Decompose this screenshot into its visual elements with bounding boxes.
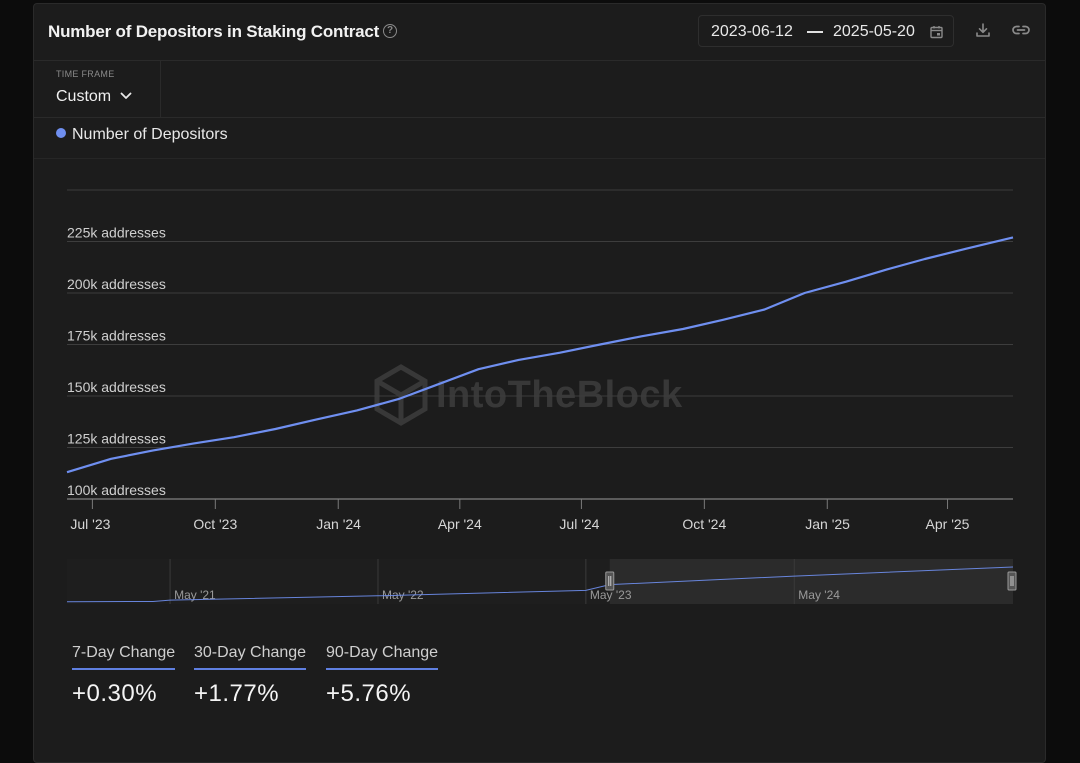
change-7d[interactable]: 7-Day Change +0.30%: [72, 644, 176, 708]
download-icon[interactable]: [975, 22, 991, 38]
y-tick-label: 150k addresses: [67, 379, 166, 395]
watermark-logo-icon: [374, 364, 428, 426]
watermark-text: IntoTheBlock: [436, 374, 683, 416]
chart-card: Number of Depositors in Staking Contract…: [33, 3, 1046, 763]
change-90d-value: +5.76%: [326, 680, 412, 707]
x-tick-label: Apr '24: [438, 516, 482, 532]
navigator-tick-label: May '21: [174, 588, 216, 602]
change-30d[interactable]: 30-Day Change +1.77%: [194, 644, 307, 708]
navigator-handle-left[interactable]: [605, 571, 615, 591]
navigator-series-line: [66, 566, 1014, 603]
timeframe-selector[interactable]: TIME FRAME Custom: [34, 61, 161, 117]
y-tick-label: 200k addresses: [67, 276, 166, 292]
navigator-handle-right[interactable]: [1007, 571, 1017, 591]
x-tick-label: Jan '24: [316, 516, 361, 532]
x-tick-label: Jan '25: [805, 516, 850, 532]
date-start[interactable]: 2023-06-12: [711, 23, 793, 40]
help-icon[interactable]: ?: [383, 24, 397, 38]
navigator-tick-label: May '23: [590, 588, 632, 602]
change-30d-value: +1.77%: [194, 680, 280, 707]
x-tick-label: Oct '23: [193, 516, 237, 532]
change-90d-label[interactable]: 90-Day Change: [326, 644, 439, 670]
chevron-down-icon[interactable]: [120, 92, 132, 100]
timeframe-label: TIME FRAME: [56, 69, 115, 79]
change-7d-label[interactable]: 7-Day Change: [72, 644, 176, 670]
legend-item[interactable]: Number of Depositors: [56, 126, 228, 144]
x-tick-label: Jul '24: [559, 516, 599, 532]
y-tick-label: 225k addresses: [67, 225, 166, 241]
navigator-tick-label: May '24: [798, 588, 840, 602]
x-tick-label: Jul '23: [70, 516, 110, 532]
date-separator: [807, 31, 823, 33]
timeframe-value[interactable]: Custom: [56, 88, 112, 105]
date-end[interactable]: 2025-05-20: [833, 23, 915, 40]
y-tick-label: 175k addresses: [67, 328, 166, 344]
line-chart[interactable]: 100k addresses 125k addresses 150k address…: [34, 4, 1047, 614]
change-7d-value: +0.30%: [72, 680, 158, 707]
link-icon[interactable]: [1011, 23, 1031, 37]
divider: [34, 158, 1045, 159]
legend-dot: [56, 128, 66, 138]
divider: [34, 117, 1045, 118]
card-header: Number of Depositors in Staking Contract…: [34, 4, 1045, 61]
calendar-icon[interactable]: [930, 25, 943, 39]
date-range-picker[interactable]: 2023-06-12 2025-05-20: [698, 15, 954, 47]
x-tick-label: Apr '25: [926, 516, 970, 532]
change-90d[interactable]: 90-Day Change +5.76%: [326, 644, 439, 708]
y-tick-label: 125k addresses: [67, 431, 166, 447]
change-30d-label[interactable]: 30-Day Change: [194, 644, 307, 670]
series-line-depositors[interactable]: [66, 236, 1014, 474]
x-tick-label: Oct '24: [682, 516, 726, 532]
y-tick-label: 100k addresses: [67, 482, 166, 498]
chart-title: Number of Depositors in Staking Contract: [48, 22, 380, 41]
legend-label: Number of Depositors: [72, 126, 228, 143]
